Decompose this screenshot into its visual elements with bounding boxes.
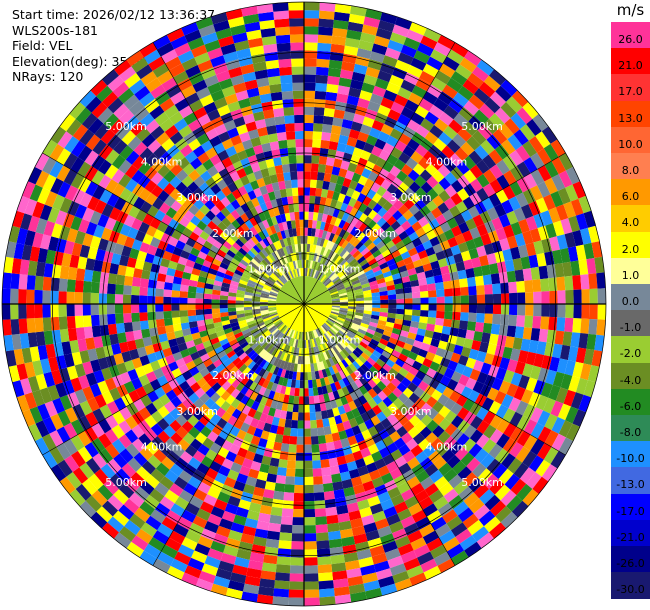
colorbar-tick-label: -26.0 [616, 557, 645, 570]
colorbar-swatch [611, 284, 650, 311]
range-ring-label: 5.00km [105, 476, 147, 489]
colorbar-tick-label: -1.0 [619, 321, 642, 335]
colorbar-swatch [611, 519, 650, 547]
colorbar-tick-label: 6.0 [621, 190, 640, 204]
colorbar-swatch [611, 126, 650, 154]
range-ring-label: 1.00km [319, 334, 361, 347]
range-ring-label: 5.00km [461, 476, 503, 489]
colorbar-tick-label: 4.0 [621, 216, 640, 230]
range-ring-labels: 1.00km 1.00km 1.00km 1.00km 2.00km 2.00km 2.00… [105, 120, 503, 489]
colorbar-swatch [611, 336, 650, 364]
colorbar-tick-label: -30.0 [616, 583, 645, 597]
colorbar-tick-label: -10.0 [616, 452, 645, 466]
colorbar-tick-label: -13.0 [616, 478, 645, 492]
range-ring-label: 3.00km [176, 405, 218, 418]
colorbar-swatch [611, 231, 650, 259]
colorbar-unit-label: m/s [616, 1, 645, 19]
colorbar-tick-label: 21.0 [618, 59, 643, 73]
colorbar-tick-label: 0.0 [621, 295, 640, 308]
colorbar-swatch [611, 179, 650, 206]
colorbar-swatch [611, 415, 650, 442]
radial-velocity-rays [2, 2, 606, 606]
range-ring-label: 1.00km [319, 262, 361, 275]
range-ring-label: 4.00km [141, 156, 183, 169]
colorbar-tick-label: 1.0 [621, 268, 640, 282]
colorbar-tick-label: 13.0 [618, 111, 643, 125]
range-ring-label: 3.00km [390, 405, 432, 418]
colorbar-tick-label: 10.0 [618, 137, 643, 151]
colorbar-swatch [611, 546, 650, 573]
colorbar-swatch [611, 48, 650, 75]
field-text: Field: VEL [12, 38, 73, 53]
colorbar-tick-label: 2.0 [621, 242, 640, 256]
range-ring-label: 2.00km [212, 369, 254, 382]
range-ring-label: 3.00km [176, 191, 218, 204]
range-ring-label: 1.00km [248, 334, 290, 347]
instrument-name-text: WLS200s-181 [12, 22, 98, 38]
colorbar-tick-label: -4.0 [619, 373, 642, 387]
range-ring-label: 4.00km [426, 156, 468, 169]
colorbar-swatch [611, 441, 650, 468]
colorbar-swatch [611, 74, 650, 102]
range-ring-label: 2.00km [354, 369, 396, 382]
range-ring-label: 4.00km [141, 440, 183, 453]
colorbar-tick-label: -6.0 [619, 399, 642, 413]
range-ring-grid [1, 1, 607, 607]
colorbar-tick-label: 8.0 [621, 164, 640, 177]
range-ring-label: 1.00km [248, 262, 290, 275]
colorbar-swatch [611, 467, 650, 495]
velocity-colorbar: m/s 26.0 21.0 17.0 13.0 10.0 8.0 6.0 4.0 2.0 1.0 0… [611, 0, 650, 606]
colorbar-swatch [611, 362, 650, 390]
colorbar-tick-label: 17.0 [618, 85, 643, 99]
range-ring-label: 5.00km [105, 120, 147, 133]
range-ring-label: 3.00km [390, 191, 432, 204]
colorbar-swatch [611, 572, 650, 599]
colorbar-swatch [611, 493, 650, 521]
colorbar-swatch [611, 257, 650, 285]
scan-info-panel: Start time: 2026/02/12 13:36:37 WLS200s-… [12, 7, 215, 85]
colorbar-swatch [611, 310, 650, 337]
colorbar-tick-label: 26.0 [618, 33, 643, 46]
range-ring-label: 5.00km [461, 120, 503, 133]
colorbar-tick-label: -2.0 [619, 347, 642, 361]
range-ring-label: 2.00km [354, 227, 396, 240]
colorbar-swatch [611, 22, 650, 49]
range-ring-label: 4.00km [426, 440, 468, 453]
colorbar-tick-label: -21.0 [616, 530, 645, 544]
start-time-text: Start time: 2026/02/12 13:36:37 [12, 7, 216, 22]
ppi-radar-display[interactable]: 1.00km 1.00km 1.00km 1.00km 2.00km 2.00km 2.00… [0, 0, 608, 610]
colorbar-tick-label: -17.0 [616, 504, 645, 518]
nrays-text: NRays: 120 [12, 69, 84, 84]
colorbar-swatch [611, 153, 650, 180]
range-ring-label: 2.00km [212, 227, 254, 240]
colorbar-swatch [611, 388, 650, 416]
colorbar-swatch [611, 205, 650, 233]
colorbar-tick-label: -8.0 [619, 426, 642, 439]
elevation-text: Elevation(deg): 35.00 [12, 53, 148, 69]
colorbar-swatch [611, 100, 650, 128]
